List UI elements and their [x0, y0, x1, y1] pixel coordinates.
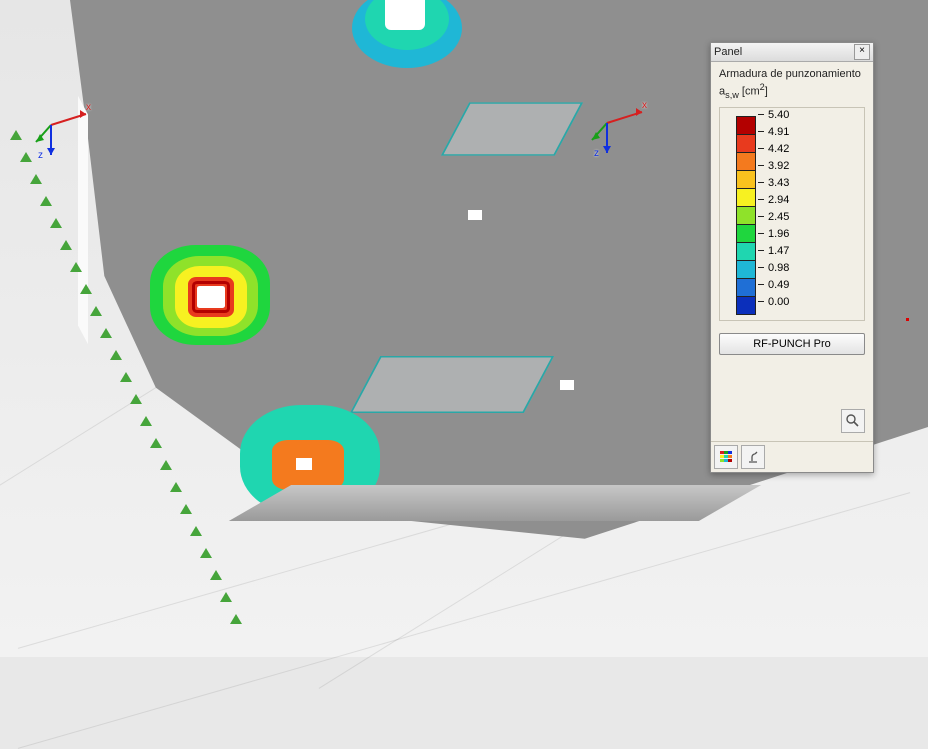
grid-line	[18, 492, 910, 749]
slab-opening	[350, 356, 554, 413]
legend-value: 0.98	[758, 259, 856, 276]
legend-swatch	[736, 171, 756, 189]
support-icon	[110, 350, 122, 360]
marker-dot	[906, 318, 909, 321]
legend-swatch	[736, 261, 756, 279]
column-hole	[560, 380, 574, 390]
legend-value: 2.45	[758, 208, 856, 225]
support-icon	[100, 328, 112, 338]
legend-swatch	[736, 135, 756, 153]
microscope-icon[interactable]	[741, 445, 765, 469]
legend-value: 2.94	[758, 191, 856, 208]
legend-value: 1.47	[758, 242, 856, 259]
legend-subtitle-line: Armadura de punzonamiento	[719, 68, 865, 82]
legend-swatch	[736, 116, 756, 135]
legend-value: 0.49	[758, 276, 856, 293]
legend-subtitle: Armadura de punzonamiento as,w [cm2]	[719, 68, 865, 101]
zoom-icon[interactable]	[841, 409, 865, 433]
legend-value: 5.40	[758, 106, 856, 123]
legend-value: 0.00	[758, 293, 856, 310]
legend-value: 4.91	[758, 123, 856, 140]
legend-swatch	[736, 207, 756, 225]
legend-subtitle-line: as,w [cm2]	[719, 82, 865, 101]
column-hole	[468, 210, 482, 220]
support-icon	[50, 218, 62, 228]
column-hole	[296, 458, 312, 470]
support-icon	[130, 394, 142, 404]
legend-panel[interactable]: Panel × Armadura de punzonamiento as,w […	[710, 42, 874, 473]
support-icon	[60, 240, 72, 250]
panel-body: Armadura de punzonamiento as,w [cm2] 5.4…	[711, 62, 873, 441]
legend-value: 1.96	[758, 225, 856, 242]
legend-swatch	[736, 189, 756, 207]
palette-icon[interactable]	[714, 445, 738, 469]
support-icon	[20, 152, 32, 162]
slab-edge	[229, 485, 761, 521]
panel-titlebar[interactable]: Panel ×	[711, 43, 873, 62]
axis-label-z: z	[38, 150, 43, 161]
support-icon	[230, 614, 242, 624]
support-icon	[40, 196, 52, 206]
legend-value: 3.43	[758, 174, 856, 191]
legend-value: 3.92	[758, 157, 856, 174]
support-icon	[70, 262, 82, 272]
wall-strip	[78, 96, 88, 345]
color-legend: 5.404.914.423.923.432.942.451.961.470.98…	[719, 107, 865, 321]
support-icon	[200, 548, 212, 558]
legend-value: 4.42	[758, 140, 856, 157]
legend-swatch	[736, 153, 756, 171]
support-icon	[120, 372, 132, 382]
legend-swatch	[736, 225, 756, 243]
support-icon	[140, 416, 152, 426]
support-icon	[90, 306, 102, 316]
legend-swatch	[736, 279, 756, 297]
support-icon	[180, 504, 192, 514]
contour-left	[197, 286, 225, 308]
rf-punch-pro-button[interactable]: RF-PUNCH Pro	[719, 333, 865, 355]
panel-footer	[711, 441, 873, 472]
support-icon	[190, 526, 202, 536]
panel-title: Panel	[714, 46, 742, 58]
support-icon	[10, 130, 22, 140]
legend-swatch	[736, 297, 756, 315]
support-icon	[170, 482, 182, 492]
support-icon	[210, 570, 222, 580]
support-icon	[80, 284, 92, 294]
legend-swatch	[736, 243, 756, 261]
contour-top	[385, 0, 425, 30]
close-icon[interactable]: ×	[854, 44, 870, 60]
support-icon	[160, 460, 172, 470]
support-icon	[30, 174, 42, 184]
support-icon	[220, 592, 232, 602]
support-icon	[150, 438, 162, 448]
